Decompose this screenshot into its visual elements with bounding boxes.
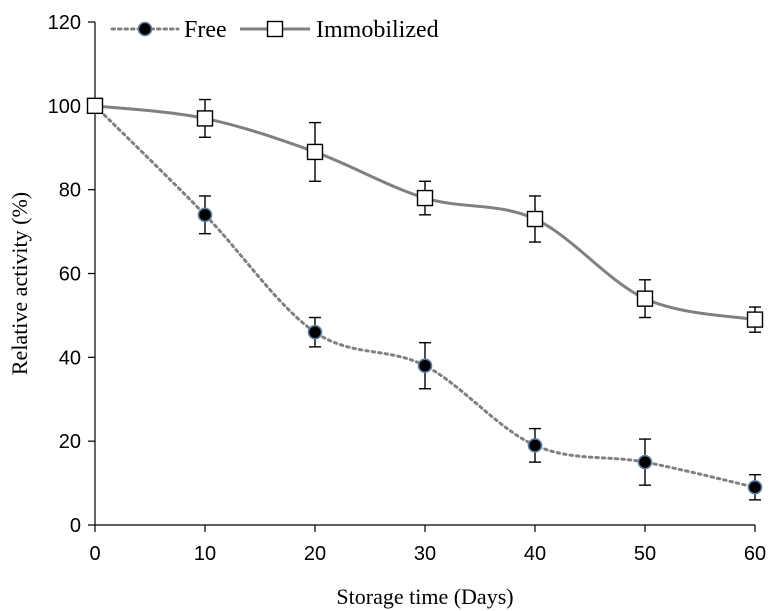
data-point-immobilized — [306, 143, 324, 161]
legend: Free Immobilized — [110, 17, 439, 43]
data-point-immobilized — [196, 110, 214, 127]
y-tick-label: 80 — [59, 180, 81, 202]
data-point-immobilized — [746, 311, 764, 328]
y-tick-label: 120 — [48, 12, 81, 34]
y-tick-label: 0 — [70, 515, 81, 537]
x-tick-label: 60 — [744, 543, 766, 565]
data-point-free — [197, 207, 213, 223]
x-tick-label: 10 — [194, 543, 216, 565]
series-markers — [86, 97, 764, 495]
data-point-immobilized — [416, 189, 434, 207]
legend-label-free: Free — [184, 17, 227, 43]
data-point-immobilized — [526, 210, 544, 228]
x-tick-label: 40 — [524, 543, 546, 565]
x-tick-label: 20 — [304, 543, 326, 565]
data-point-immobilized — [86, 97, 104, 115]
legend-swatch-free-marker — [137, 21, 153, 37]
data-point-free — [527, 438, 543, 453]
series-lines — [93, 104, 757, 489]
series-line-free — [93, 104, 757, 489]
legend-label-immobilized: Immobilized — [316, 17, 439, 43]
data-point-free — [307, 324, 323, 340]
x-axis-title: Storage time (Days) — [336, 584, 513, 609]
data-point-free — [417, 358, 433, 374]
y-tick-label: 100 — [48, 96, 81, 118]
x-tick-label: 30 — [414, 543, 436, 565]
x-tick-label: 0 — [89, 543, 100, 565]
legend-item-immobilized: Immobilized — [240, 17, 439, 43]
y-tick-label: 40 — [59, 347, 81, 369]
legend-item-free: Free — [110, 17, 227, 43]
error-bars — [199, 98, 761, 501]
data-point-free — [747, 479, 763, 495]
y-axis-title: Relative activity (%) — [7, 192, 32, 375]
y-tick-label: 20 — [59, 431, 81, 453]
data-point-immobilized — [636, 290, 654, 307]
legend-swatch-immobilized-marker — [266, 20, 284, 38]
data-point-free — [637, 454, 653, 470]
y-tick-label: 60 — [59, 264, 81, 286]
x-tick-label: 50 — [634, 543, 656, 565]
chart-axes: 0 20 40 60 80 100 120 0 10 20 30 40 50 60 — [48, 12, 767, 565]
